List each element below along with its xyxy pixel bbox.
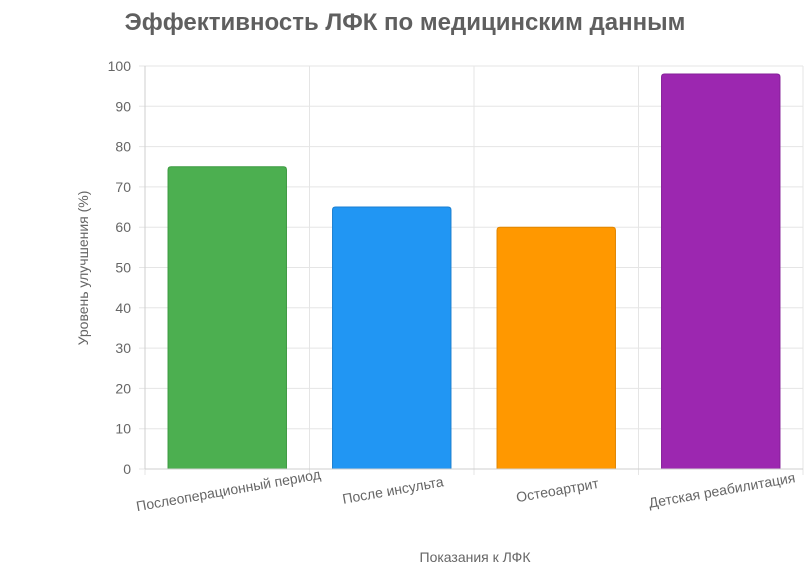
x-tick-label: После инсульта — [341, 473, 445, 507]
bars — [167, 73, 781, 470]
x-tick-label: Послеоперационный период — [135, 466, 322, 514]
chart-title: Эффективность ЛФК по медицинским данным — [125, 9, 686, 36]
y-tick-label: 50 — [115, 260, 131, 276]
bar-3[interactable] — [496, 226, 616, 470]
y-axis-title: Уровень улучшения (%) — [75, 191, 91, 346]
bar-1[interactable] — [167, 166, 287, 470]
bar-2[interactable] — [332, 206, 452, 470]
axes — [144, 66, 803, 470]
y-tick-label: 0 — [123, 461, 131, 477]
y-tick-label: 90 — [115, 98, 131, 114]
y-tick-label: 100 — [108, 58, 132, 74]
y-tick-label: 60 — [115, 219, 131, 235]
x-tick-labels: Послеоперационный период После инсульта Ос… — [135, 466, 796, 514]
x-tick-label: Детская реабилитация — [647, 469, 796, 511]
y-tick-label: 80 — [115, 139, 131, 155]
y-tick-label: 30 — [115, 340, 131, 356]
x-tick-label: Остеоартрит — [515, 475, 601, 505]
bar-4[interactable] — [661, 73, 781, 470]
x-axis-title: Показания к ЛФК — [420, 549, 532, 565]
y-tick-label: 40 — [115, 300, 131, 316]
y-tick-label: 70 — [115, 179, 131, 195]
y-tick-labels: 0 10 20 30 40 50 60 70 80 90 100 — [108, 58, 132, 477]
y-tick-label: 10 — [115, 421, 131, 437]
y-tick-label: 20 — [115, 380, 131, 396]
